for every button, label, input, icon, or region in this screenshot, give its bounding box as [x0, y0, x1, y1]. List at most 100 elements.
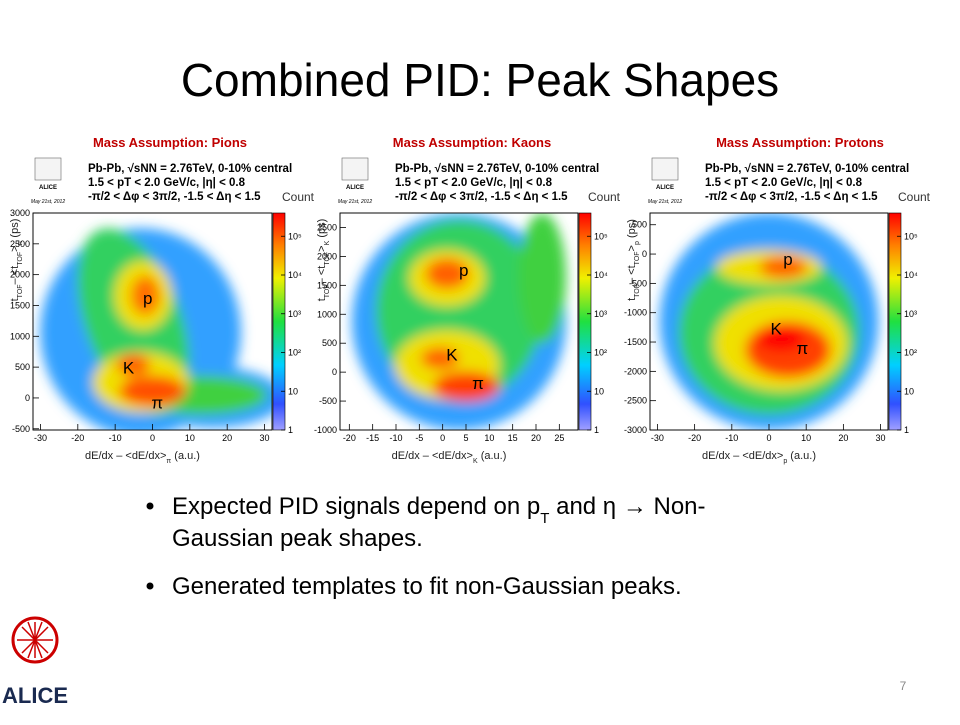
x-tick-label: 30 — [876, 433, 886, 443]
x-tick-label: 20 — [222, 433, 232, 443]
y-tick-label: -1000 — [314, 425, 337, 435]
slide-title: Combined PID: Peak Shapes — [181, 54, 779, 106]
y-tick-label: 3000 — [10, 208, 30, 218]
histogram-panel: Mass Assumption: Protons ALICE May 21st, 2… — [624, 135, 931, 465]
y-tick-label: -1500 — [624, 337, 647, 347]
color-tick-label: 1 — [904, 425, 909, 435]
intensity-region — [425, 258, 469, 289]
y-axis-label: tTOF– <tTOF>K (ps) — [316, 219, 331, 302]
color-bar — [888, 212, 902, 431]
intensity-region — [757, 325, 805, 352]
logo-text: ALICE — [2, 683, 68, 708]
y-tick-label: 0 — [25, 393, 30, 403]
y-axis-label-part: TOF — [324, 252, 331, 266]
color-tick-label: 10² — [904, 348, 917, 358]
bullet-text: Expected PID signals depend on pT and η … — [172, 493, 706, 527]
x-tick-label: 0 — [766, 433, 771, 443]
intensity-region — [116, 354, 151, 376]
bullet-dot — [146, 502, 154, 510]
y-tick-label: -1000 — [624, 308, 647, 318]
bullet-text: Gaussian peak shapes. — [172, 525, 423, 552]
y-tick-label: -500 — [12, 424, 30, 434]
y-tick-label: 2000 — [317, 251, 337, 261]
badge-date: May 21st, 2012 — [648, 199, 682, 205]
y-tick-label: 2500 — [10, 239, 30, 249]
count-label: Count — [282, 190, 315, 204]
peak-label: π — [472, 374, 484, 393]
y-tick-label: -3000 — [624, 425, 647, 435]
color-tick-label: 10 — [904, 386, 914, 396]
x-tick-label: 25 — [554, 433, 564, 443]
y-axis-label-part: TOF — [17, 284, 24, 298]
x-tick-label: -10 — [109, 433, 122, 443]
x-tick-label: -10 — [389, 433, 402, 443]
y-axis-label-part: t — [626, 298, 638, 301]
info-line: 1.5 < pT < 2.0 GeV/c, |η| < 0.8 — [395, 177, 553, 189]
x-tick-label: 0 — [440, 433, 445, 443]
panel-heading: Mass Assumption: Pions — [93, 135, 247, 150]
y-tick-label: 2000 — [10, 270, 30, 280]
y-tick-label: 500 — [322, 338, 337, 348]
x-axis-label-part: p — [783, 458, 787, 465]
y-tick-label: 500 — [15, 362, 30, 372]
y-tick-label: 1500 — [10, 300, 30, 310]
x-tick-label: 30 — [260, 433, 270, 443]
bullet-text-part: Generated templates to fit non-Gaussian … — [172, 573, 682, 600]
y-axis-label-part: > — [626, 245, 638, 251]
badge-icon — [341, 157, 369, 181]
y-axis-label-part: > — [9, 245, 21, 251]
x-tick-label: -20 — [71, 433, 84, 443]
heatmap-blobs — [351, 213, 567, 430]
y-axis-label-part: (ps) — [626, 219, 638, 241]
y-tick-label: -500 — [319, 396, 337, 406]
bullet-text: Generated templates to fit non-Gaussian … — [172, 573, 682, 600]
peak-label: π — [151, 393, 163, 412]
plot-border — [339, 212, 579, 431]
y-axis-label: tTOF– <tTOF>π (ps) — [9, 219, 24, 302]
color-tick-label: 10³ — [594, 309, 607, 319]
info-line: Pb-Pb, √sNN = 2.76TeV, 0-10% central — [88, 162, 292, 175]
x-tick-label: 0 — [150, 433, 155, 443]
bullet-text-part: Expected PID signals depend on p — [172, 493, 540, 520]
panel-heading: Mass Assumption: Kaons — [393, 135, 551, 150]
y-axis-label-part: p — [634, 241, 641, 245]
x-tick-label: -15 — [366, 433, 379, 443]
heatmap-blobs — [659, 213, 879, 430]
x-axis-label-part: (a.u.) — [787, 450, 816, 462]
info-line: -π/2 < Δφ < 3π/2, -1.5 < Δη < 1.5 — [395, 191, 568, 203]
x-tick-label: 20 — [838, 433, 848, 443]
info-line: Pb-Pb, √sNN = 2.76TeV, 0-10% central — [705, 162, 909, 175]
count-label: Count — [588, 190, 621, 204]
alice-logo: ALICE — [2, 616, 68, 708]
x-tick-label: -5 — [415, 433, 423, 443]
page-number: 7 — [900, 679, 907, 693]
intensity-region — [420, 347, 459, 370]
color-tick-label: 10⁵ — [904, 231, 918, 241]
y-axis-label-part: TOF — [17, 252, 24, 266]
intensity-region — [130, 275, 160, 315]
heatmap — [351, 213, 567, 430]
y-axis-label-part: (ps) — [9, 219, 21, 241]
y-axis-label-part: t — [316, 298, 328, 301]
x-axis-label-part: K — [473, 458, 478, 465]
histogram-panel: Mass Assumption: Kaons ALICE May 21st, 201… — [314, 135, 621, 465]
badge-icon — [34, 157, 62, 181]
intensity-region — [119, 375, 186, 407]
badge-title: ALICE — [656, 185, 674, 191]
color-bar — [272, 212, 286, 431]
intensity-region — [518, 213, 567, 344]
heatmap — [659, 213, 879, 430]
heatmap-blobs — [40, 228, 272, 430]
y-tick-label: 1000 — [10, 331, 30, 341]
badge-title: ALICE — [39, 185, 57, 191]
y-tick-label: 1500 — [317, 280, 337, 290]
color-tick-label: 10³ — [288, 309, 301, 319]
y-axis-label-part: TOF — [634, 284, 641, 298]
bullet-text-part: and η → Non- — [549, 493, 705, 520]
color-bar — [578, 212, 592, 431]
badge-icon — [651, 157, 679, 181]
color-tick-label: 10 — [594, 386, 604, 396]
histogram-panel: Mass Assumption: Pions ALICE May 21st, 201… — [9, 135, 315, 465]
x-tick-label: -20 — [688, 433, 701, 443]
